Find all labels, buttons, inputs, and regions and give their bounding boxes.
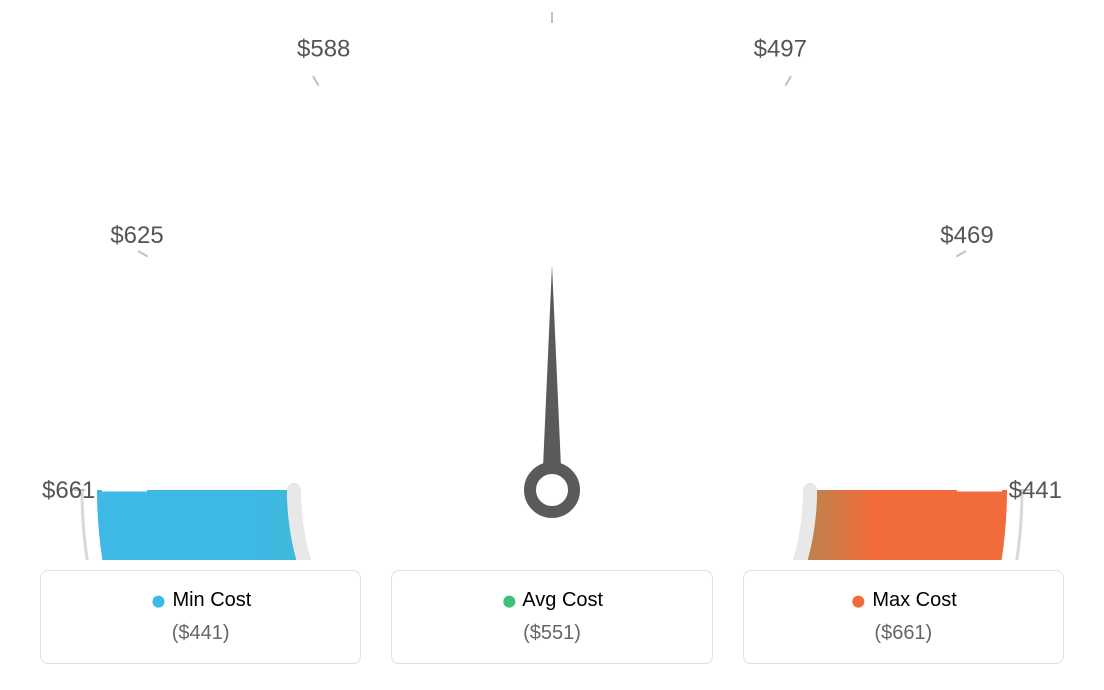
legend-label-avg: Avg Cost xyxy=(522,589,603,611)
legend-value-max: ($661) xyxy=(754,622,1053,645)
gauge-svg: $441$469$497$551$588$625$661 xyxy=(0,0,1104,560)
dot-icon-max: ● xyxy=(850,585,867,616)
svg-text:$441: $441 xyxy=(1009,477,1062,504)
dot-icon-min: ● xyxy=(150,585,167,616)
legend-card-avg: ● Avg Cost ($551) xyxy=(391,570,712,664)
svg-text:$469: $469 xyxy=(940,222,993,249)
legend-row: ● Min Cost ($441) ● Avg Cost ($551) ● Ma… xyxy=(0,570,1104,664)
svg-text:$497: $497 xyxy=(754,35,807,62)
legend-title-min: ● Min Cost xyxy=(51,589,350,612)
dot-icon-avg: ● xyxy=(501,585,518,616)
legend-value-min: ($441) xyxy=(51,622,350,645)
legend-value-avg: ($551) xyxy=(402,622,701,645)
legend-card-min: ● Min Cost ($441) xyxy=(40,570,361,664)
legend-label-max: Max Cost xyxy=(872,589,956,611)
legend-card-max: ● Max Cost ($661) xyxy=(743,570,1064,664)
svg-text:$588: $588 xyxy=(297,35,350,62)
svg-text:$661: $661 xyxy=(42,477,95,504)
cost-gauge: $441$469$497$551$588$625$661 xyxy=(0,0,1104,560)
legend-label-min: Min Cost xyxy=(172,589,251,611)
legend-title-avg: ● Avg Cost xyxy=(402,589,701,612)
legend-title-max: ● Max Cost xyxy=(754,589,1053,612)
svg-text:$625: $625 xyxy=(110,222,163,249)
